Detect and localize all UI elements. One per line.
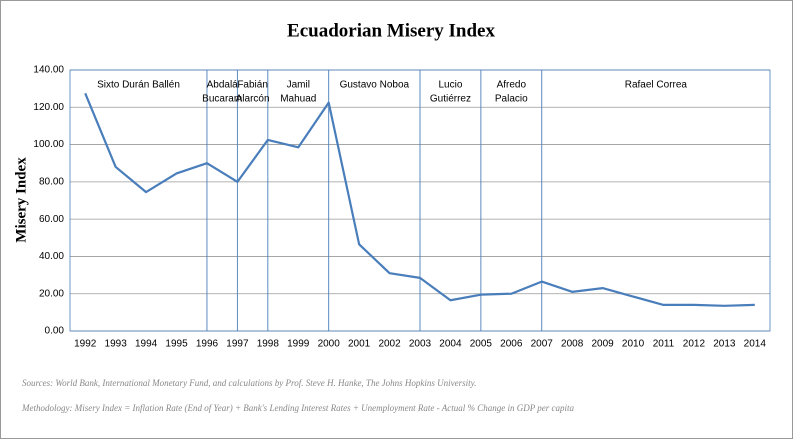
sources-note: Sources: World Bank, International Monet… xyxy=(22,378,476,388)
x-tick-label: 2005 xyxy=(470,339,493,350)
x-tick-label: 1993 xyxy=(105,339,128,350)
x-tick-label: 1995 xyxy=(165,339,188,350)
x-tick-label: 1998 xyxy=(257,339,280,350)
president-label: Gustavo Noboa xyxy=(340,80,410,91)
x-tick-label: 2000 xyxy=(318,339,341,350)
y-tick-label: 120.00 xyxy=(33,102,64,113)
x-tick-label: 1999 xyxy=(287,339,310,350)
y-tick-label: 60.00 xyxy=(39,214,64,225)
x-tick-label: 1996 xyxy=(196,339,219,350)
y-tick-label: 20.00 xyxy=(39,288,64,299)
x-tick-label: 2006 xyxy=(500,339,523,350)
president-label: Palacio xyxy=(495,94,528,105)
y-tick-label: 0.00 xyxy=(45,326,65,337)
president-label: Lucio xyxy=(438,80,462,91)
x-tick-label: 2008 xyxy=(561,339,584,350)
x-tick-label: 2002 xyxy=(378,339,401,350)
president-label: Fabián xyxy=(237,80,268,91)
x-tick-label: 1997 xyxy=(226,339,249,350)
x-tick-label: 2013 xyxy=(713,339,736,350)
x-tick-label: 2001 xyxy=(348,339,371,350)
x-tick-label: 2014 xyxy=(744,339,767,350)
x-tick-label: 2009 xyxy=(591,339,614,350)
y-tick-label: 40.00 xyxy=(39,251,64,262)
x-tick-label: 1994 xyxy=(135,339,158,350)
methodology-note: Methodology: Misery Index = Inflation Ra… xyxy=(21,403,575,413)
president-label: Alarcón xyxy=(236,94,270,105)
president-label: Jamil xyxy=(287,80,310,91)
x-tick-label: 2012 xyxy=(683,339,706,350)
data-line xyxy=(84,92,755,307)
president-label: Gutiérrez xyxy=(430,94,471,105)
x-tick-label: 2007 xyxy=(531,339,554,350)
president-label: Mahuad xyxy=(280,94,316,105)
y-tick-label: 140.00 xyxy=(33,65,64,76)
x-tick-label: 2003 xyxy=(409,339,432,350)
x-tick-label: 1992 xyxy=(74,339,97,350)
chart-title: Ecuadorian Misery Index xyxy=(287,20,495,41)
x-tick-label: 2011 xyxy=(653,339,675,350)
y-tick-label: 100.00 xyxy=(33,139,64,150)
president-label: Abdalá xyxy=(207,80,239,91)
president-label: Sixto Durán Ballén xyxy=(97,80,180,91)
president-label: Afredo xyxy=(497,80,527,91)
y-axis-label: Misery Index xyxy=(13,157,29,243)
x-tick-label: 2010 xyxy=(622,339,645,350)
president-label: Bucaram xyxy=(202,94,242,105)
x-tick-label: 2004 xyxy=(439,339,462,350)
y-tick-label: 80.00 xyxy=(39,176,64,187)
president-label: Rafael Correa xyxy=(625,80,688,91)
